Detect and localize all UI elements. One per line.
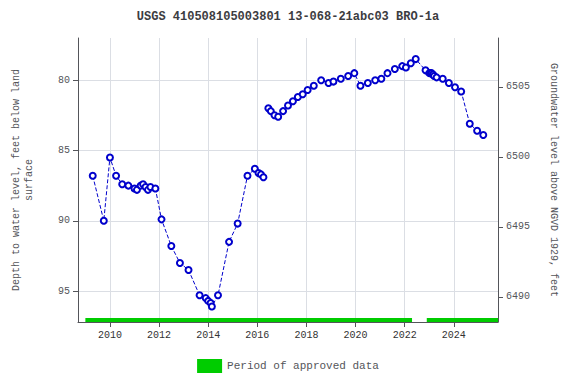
svg-text:Depth to water level, feet bel: Depth to water level, feet below land [11,69,22,291]
svg-text:2016: 2016 [245,330,269,341]
svg-text:Period of approved data: Period of approved data [227,360,379,372]
svg-text:2018: 2018 [294,330,318,341]
svg-text:80: 80 [58,75,70,86]
svg-text:2014: 2014 [196,330,220,341]
svg-text:85: 85 [58,145,70,156]
svg-text:Groundwater level above NGVD 1: Groundwater level above NGVD 1929, feet [548,63,559,297]
svg-text:2024: 2024 [442,330,466,341]
svg-text:2022: 2022 [393,330,417,341]
svg-text:2020: 2020 [344,330,368,341]
svg-text:2010: 2010 [98,330,122,341]
svg-text:6495: 6495 [506,221,530,232]
svg-text:95: 95 [58,286,70,297]
svg-text:surface: surface [24,159,35,201]
svg-text:6500: 6500 [506,151,530,162]
svg-text:USGS 410508105003801 13-068-21: USGS 410508105003801 13-068-21abc03 BRO-… [137,10,439,24]
svg-text:2012: 2012 [147,330,171,341]
svg-text:6490: 6490 [506,291,530,302]
svg-text:6505: 6505 [506,81,530,92]
svg-text:90: 90 [58,215,70,226]
